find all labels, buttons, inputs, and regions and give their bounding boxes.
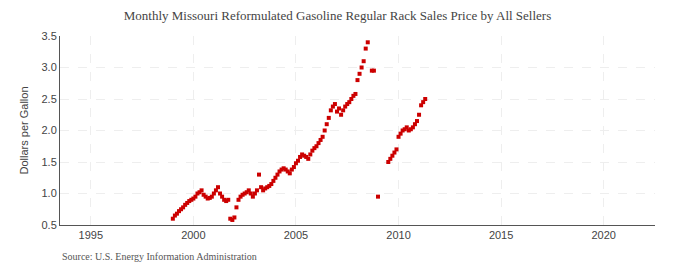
svg-text:2.0: 2.0	[42, 124, 57, 136]
svg-text:0.5: 0.5	[42, 219, 57, 231]
svg-text:2005: 2005	[284, 229, 308, 241]
svg-text:2010: 2010	[386, 229, 410, 241]
svg-text:1995: 1995	[79, 229, 103, 241]
svg-text:Source: U.S. Energy Informatio: Source: U.S. Energy Information Administ…	[62, 251, 257, 262]
svg-text:1.5: 1.5	[42, 156, 57, 168]
svg-text:2000: 2000	[181, 229, 205, 241]
svg-text:Dollars per Gallon: Dollars per Gallon	[18, 86, 30, 174]
svg-text:2015: 2015	[489, 229, 513, 241]
svg-text:3.5: 3.5	[42, 30, 57, 42]
svg-text:2020: 2020	[591, 229, 615, 241]
svg-text:3.0: 3.0	[42, 61, 57, 73]
svg-text:1.0: 1.0	[42, 187, 57, 199]
svg-text:Monthly Missouri Reformulated: Monthly Missouri Reformulated Gasoline R…	[124, 8, 552, 23]
svg-text:2.5: 2.5	[42, 93, 57, 105]
